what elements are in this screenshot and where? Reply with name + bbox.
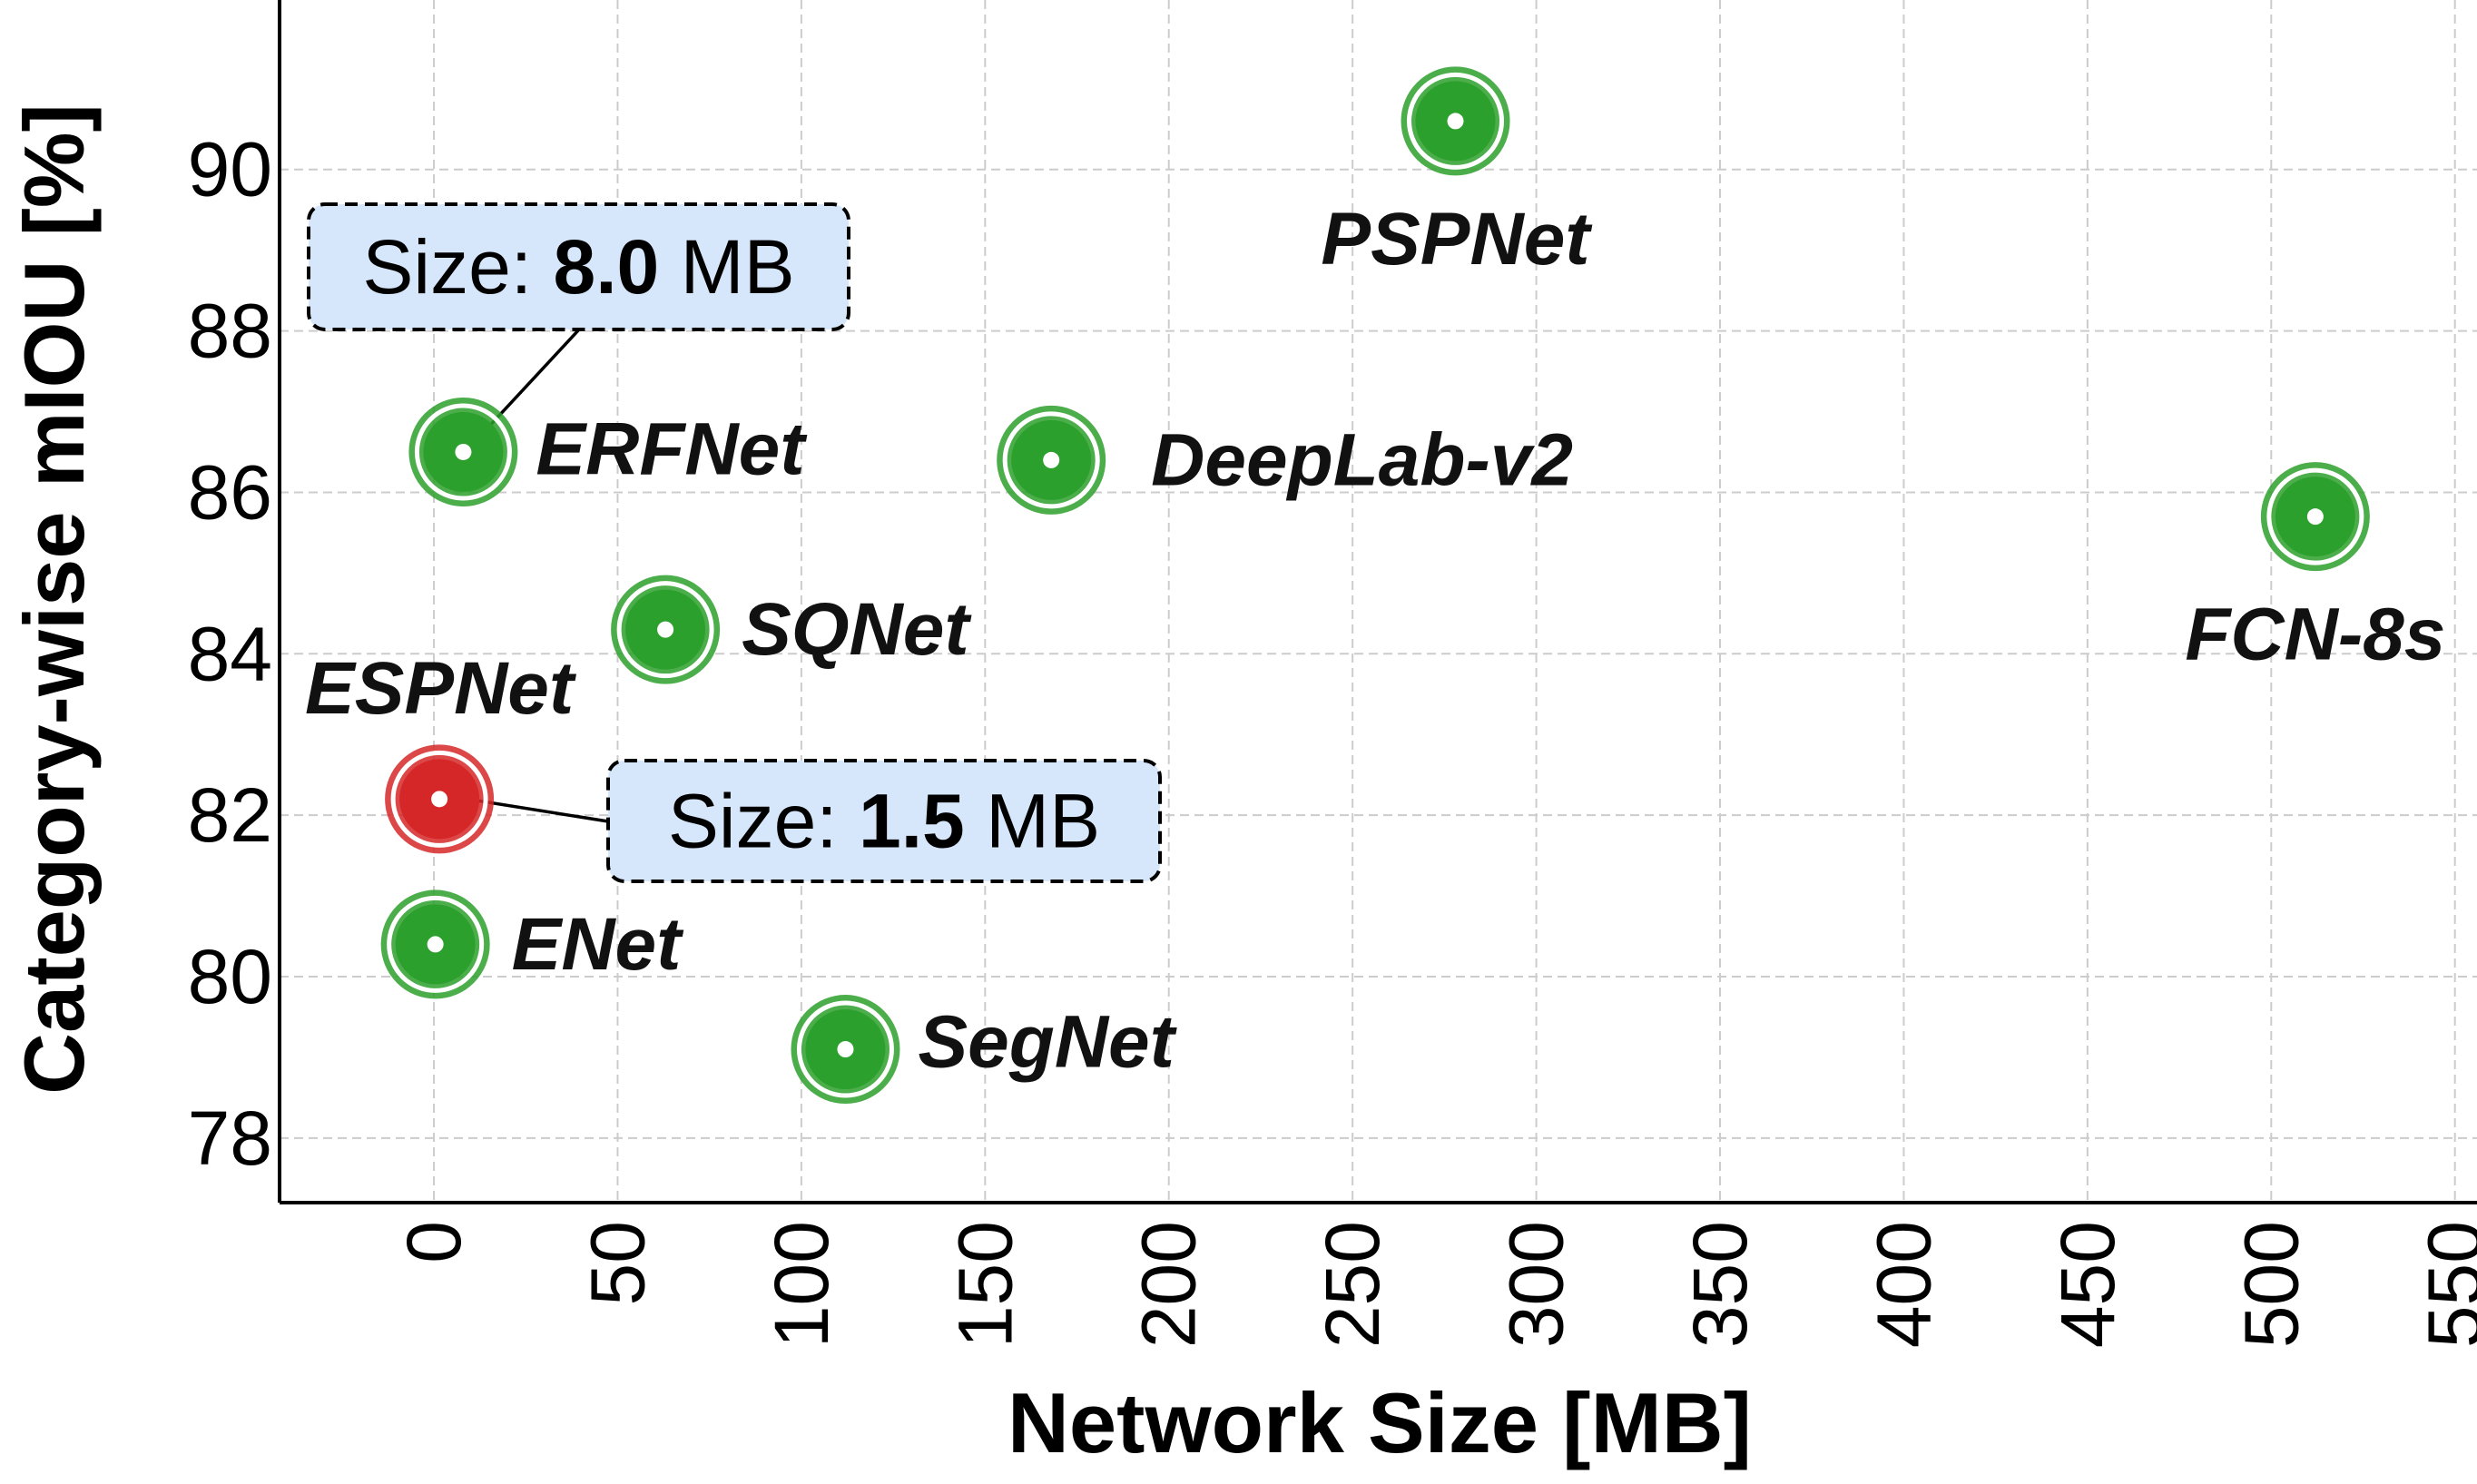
point-center-dot	[1043, 451, 1060, 468]
y-tick-label: 78	[188, 1096, 272, 1181]
x-tick-label: 350	[1677, 1221, 1763, 1348]
callout-suffix: MB	[659, 224, 794, 310]
x-tick-label: 550	[2413, 1221, 2477, 1348]
x-tick-label: 150	[942, 1221, 1027, 1348]
data-point-sqnet	[611, 575, 721, 684]
callout-suffix: MB	[965, 779, 1100, 864]
point-center-dot	[427, 936, 444, 953]
data-point-enet	[380, 889, 490, 999]
data-point-segnet	[791, 995, 900, 1105]
data-point-espnet	[385, 744, 495, 854]
y-tick-label: 86	[188, 449, 272, 535]
point-white-ring	[414, 403, 512, 501]
point-center-dot	[2306, 508, 2324, 526]
callout-prefix: Size:	[362, 224, 553, 310]
point-label-fcn-8s: FCN-8s	[2185, 594, 2445, 676]
callout-text: Size: 8.0 MB	[362, 224, 794, 310]
x-tick-label: 50	[575, 1221, 660, 1305]
point-center-dot	[837, 1041, 854, 1058]
data-point-fcn-8s	[2260, 462, 2370, 572]
x-tick-label: 300	[1494, 1221, 1579, 1348]
point-label-pspnet: PSPNet	[1321, 198, 1593, 280]
callout-text: Size: 1.5 MB	[668, 779, 1100, 864]
point-label-enet: ENet	[512, 903, 685, 986]
x-tick-label: 200	[1126, 1221, 1212, 1348]
x-tick-label: 0	[391, 1221, 477, 1263]
x-tick-label: 500	[2228, 1221, 2314, 1348]
y-tick-label: 80	[188, 934, 272, 1019]
callout-value: 1.5	[859, 779, 965, 864]
axes	[278, 0, 2477, 1204]
point-white-ring	[1002, 411, 1100, 509]
data-point-deeplab-v2	[997, 405, 1106, 515]
point-label-espnet: ESPNet	[305, 647, 577, 730]
point-white-ring	[1407, 72, 1505, 170]
point-labels: ESPNet ENet ERFNet SQNet SegNet DeepLab-v2 PSP…	[305, 198, 2445, 1084]
point-white-ring	[390, 750, 488, 848]
tick-labels: 0 50 100 150 200 250 300 350 400 450 500 550 78 80 82 8…	[188, 127, 2477, 1348]
y-tick-label: 90	[188, 127, 272, 212]
point-center-dot	[455, 443, 472, 460]
point-label-erfnet: ERFNet	[536, 408, 808, 490]
point-center-dot	[657, 621, 674, 638]
grid	[280, 0, 2477, 1203]
data-points	[380, 66, 2370, 1105]
callout-prefix: Size:	[668, 779, 859, 864]
point-white-ring	[796, 1000, 894, 1098]
point-center-dot	[431, 791, 448, 808]
y-tick-label: 82	[188, 772, 272, 858]
callout-value: 8.0	[553, 224, 659, 310]
point-white-ring	[2266, 467, 2364, 565]
x-tick-label: 450	[2045, 1221, 2130, 1348]
x-axis-title: Network Size [MB]	[1008, 1375, 1752, 1470]
size-callout-erfnet: Size: 8.0 MB	[307, 202, 850, 448]
size-callout-espnet: Size: 1.5 MB	[445, 759, 1162, 883]
data-point-erfnet	[408, 397, 518, 506]
data-point-pspnet	[1401, 66, 1510, 176]
point-center-dot	[1447, 113, 1464, 130]
point-white-ring	[616, 581, 714, 679]
y-axis-title: Category-wise mIOU [%]	[6, 103, 102, 1095]
x-tick-label: 400	[1861, 1221, 1946, 1348]
point-label-segnet: SegNet	[918, 1001, 1177, 1084]
point-white-ring	[387, 895, 485, 993]
y-tick-label: 88	[188, 289, 272, 374]
y-tick-label: 84	[188, 611, 272, 696]
point-label-deeplab-v2: DeepLab-v2	[1151, 418, 1573, 501]
point-label-sqnet: SQNet	[742, 588, 972, 671]
x-tick-label: 250	[1310, 1221, 1395, 1348]
x-tick-label: 100	[759, 1221, 844, 1348]
